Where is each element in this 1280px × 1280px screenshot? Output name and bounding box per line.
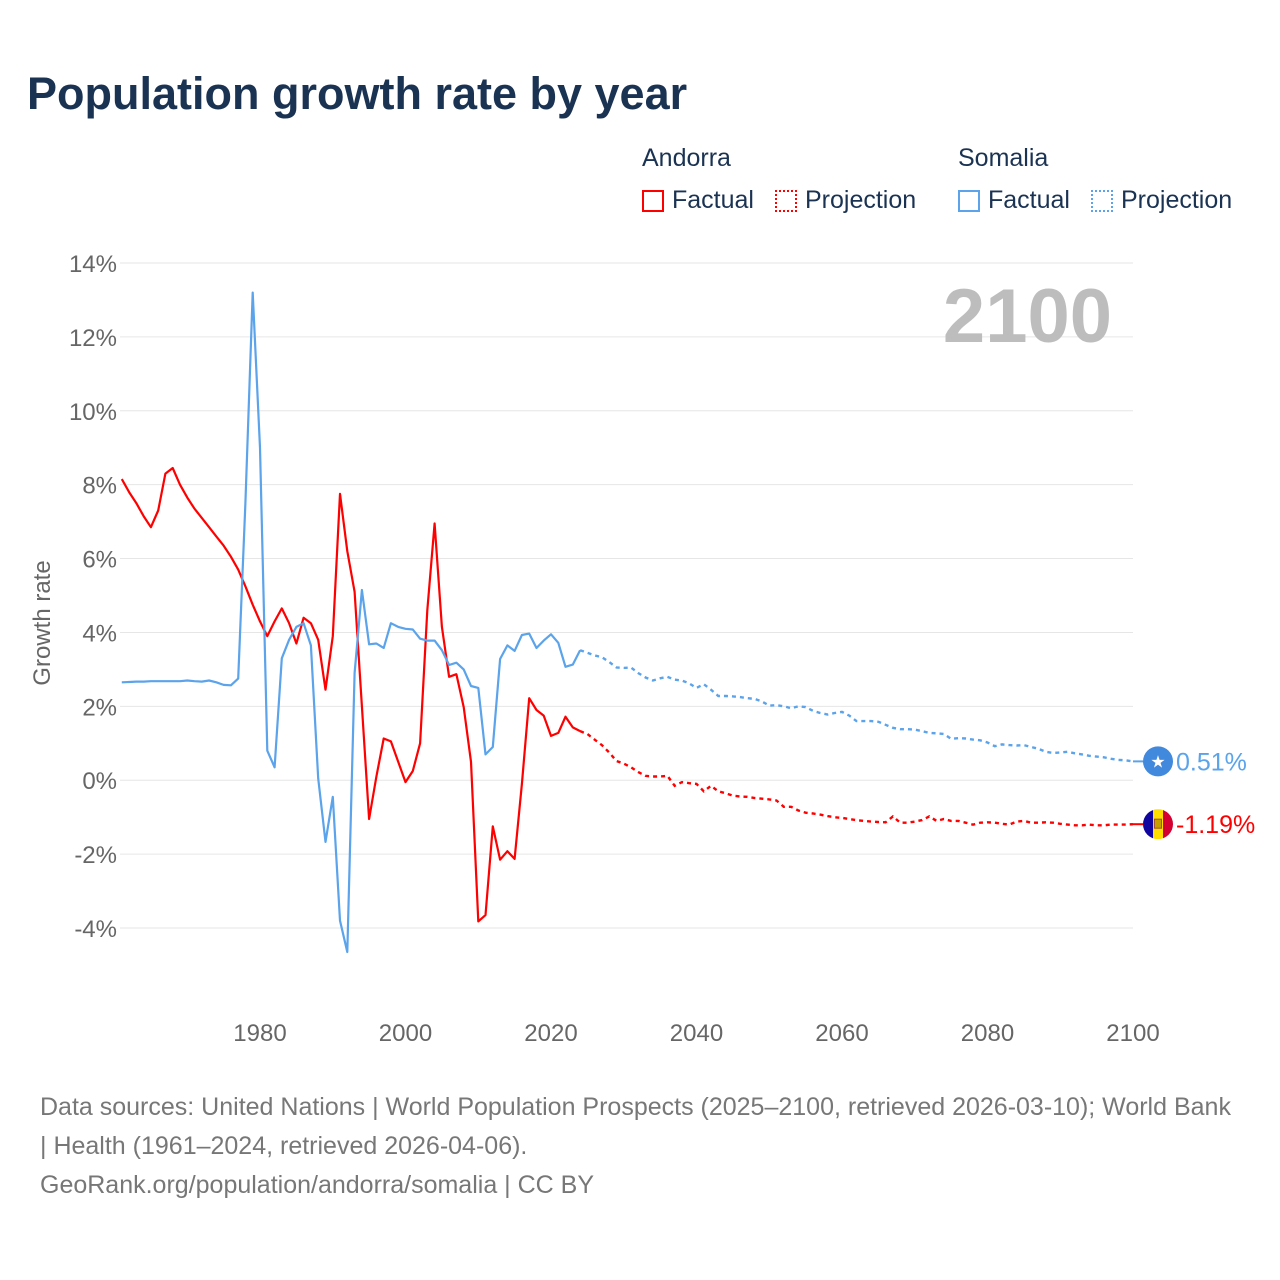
footer: Data sources: United Nations | World Pop… xyxy=(40,1088,1240,1205)
y-tick-label: 6% xyxy=(82,547,117,574)
x-tick-label: 2040 xyxy=(670,1020,723,1047)
legend-label: Projection xyxy=(805,186,917,214)
legend-andorra-factual[interactable]: Factual xyxy=(642,186,754,215)
legend-swatch-solid xyxy=(642,189,664,212)
legend-group-andorra: Andorra Factual Projection xyxy=(642,144,916,214)
x-tick-label: 1980 xyxy=(233,1020,286,1047)
x-tick-label: 2080 xyxy=(961,1020,1014,1047)
legend-swatch-dotted xyxy=(775,189,797,212)
y-tick-label: 4% xyxy=(82,620,117,647)
current-year-label: 2100 xyxy=(943,274,1112,359)
legend-swatch-dotted xyxy=(1091,189,1113,212)
legend-label: Factual xyxy=(988,186,1070,214)
x-tick-label: 2020 xyxy=(524,1020,577,1047)
legend-label: Factual xyxy=(672,186,754,214)
x-tick-label: 2060 xyxy=(815,1020,868,1047)
legend-label: Projection xyxy=(1121,186,1233,214)
y-tick-label: 0% xyxy=(82,768,117,795)
y-tick-label: -4% xyxy=(74,916,117,943)
svg-text:★: ★ xyxy=(1150,752,1165,771)
legend-somalia-projection[interactable]: Projection xyxy=(1091,186,1232,215)
y-tick-label: 14% xyxy=(69,251,117,278)
legend-somalia-factual[interactable]: Factual xyxy=(958,186,1070,215)
andorra-end-value: -1.19% xyxy=(1176,811,1255,839)
somalia-end-value: 0.51% xyxy=(1176,748,1247,776)
andorra-factual-line xyxy=(120,466,581,923)
legend-group-somalia: Somalia Factual Projection xyxy=(958,144,1232,214)
y-tick-label: 2% xyxy=(82,694,117,721)
chart-title: Population growth rate by year xyxy=(27,68,688,119)
x-tick-label: 2000 xyxy=(379,1020,432,1047)
y-tick-label: 10% xyxy=(69,399,117,426)
andorra-flag-icon xyxy=(1143,809,1173,840)
y-axis-label: Growth rate xyxy=(29,560,56,685)
somalia-projection-line xyxy=(579,649,1134,763)
somalia-factual-line xyxy=(121,291,582,954)
x-tick-label: 2100 xyxy=(1106,1020,1159,1047)
legend-swatch-solid xyxy=(958,189,980,212)
credit-link[interactable]: GeoRank.org/population/andorra/somalia |… xyxy=(40,1171,595,1199)
data-sources: Data sources: United Nations | World Pop… xyxy=(40,1093,1231,1160)
legend-group-title: Andorra xyxy=(642,144,731,172)
andorra-projection-line xyxy=(579,729,1134,827)
y-tick-label: -2% xyxy=(74,842,117,869)
y-tick-label: 12% xyxy=(69,325,117,352)
somalia-flag-icon: ★ xyxy=(1143,746,1173,777)
legend-group-title: Somalia xyxy=(958,144,1049,172)
legend-andorra-projection[interactable]: Projection xyxy=(775,186,916,215)
y-tick-label: 8% xyxy=(82,473,117,500)
